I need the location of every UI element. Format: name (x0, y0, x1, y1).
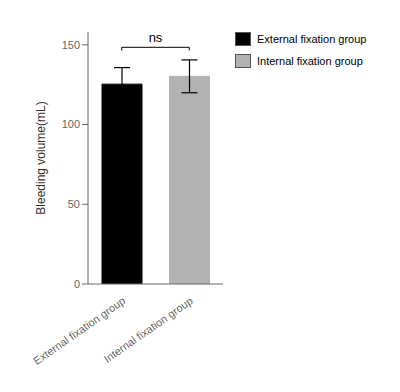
svg-text:0: 0 (74, 278, 80, 290)
svg-text:Internal fixation group: Internal fixation group (101, 294, 195, 365)
html-text:External fixation group: External fixation group (257, 33, 367, 45)
svg-text:External fixation group: External fixation group (30, 294, 128, 367)
html-text:Internal fixation group: Internal fixation group (257, 55, 363, 67)
svg-text:ns: ns (149, 30, 163, 45)
svg-text:150: 150 (62, 39, 80, 51)
svg-text:100: 100 (62, 118, 80, 130)
svg-text:Bleeding volume(mL): Bleeding volume(mL) (34, 101, 48, 214)
svg-text:50: 50 (68, 198, 80, 210)
